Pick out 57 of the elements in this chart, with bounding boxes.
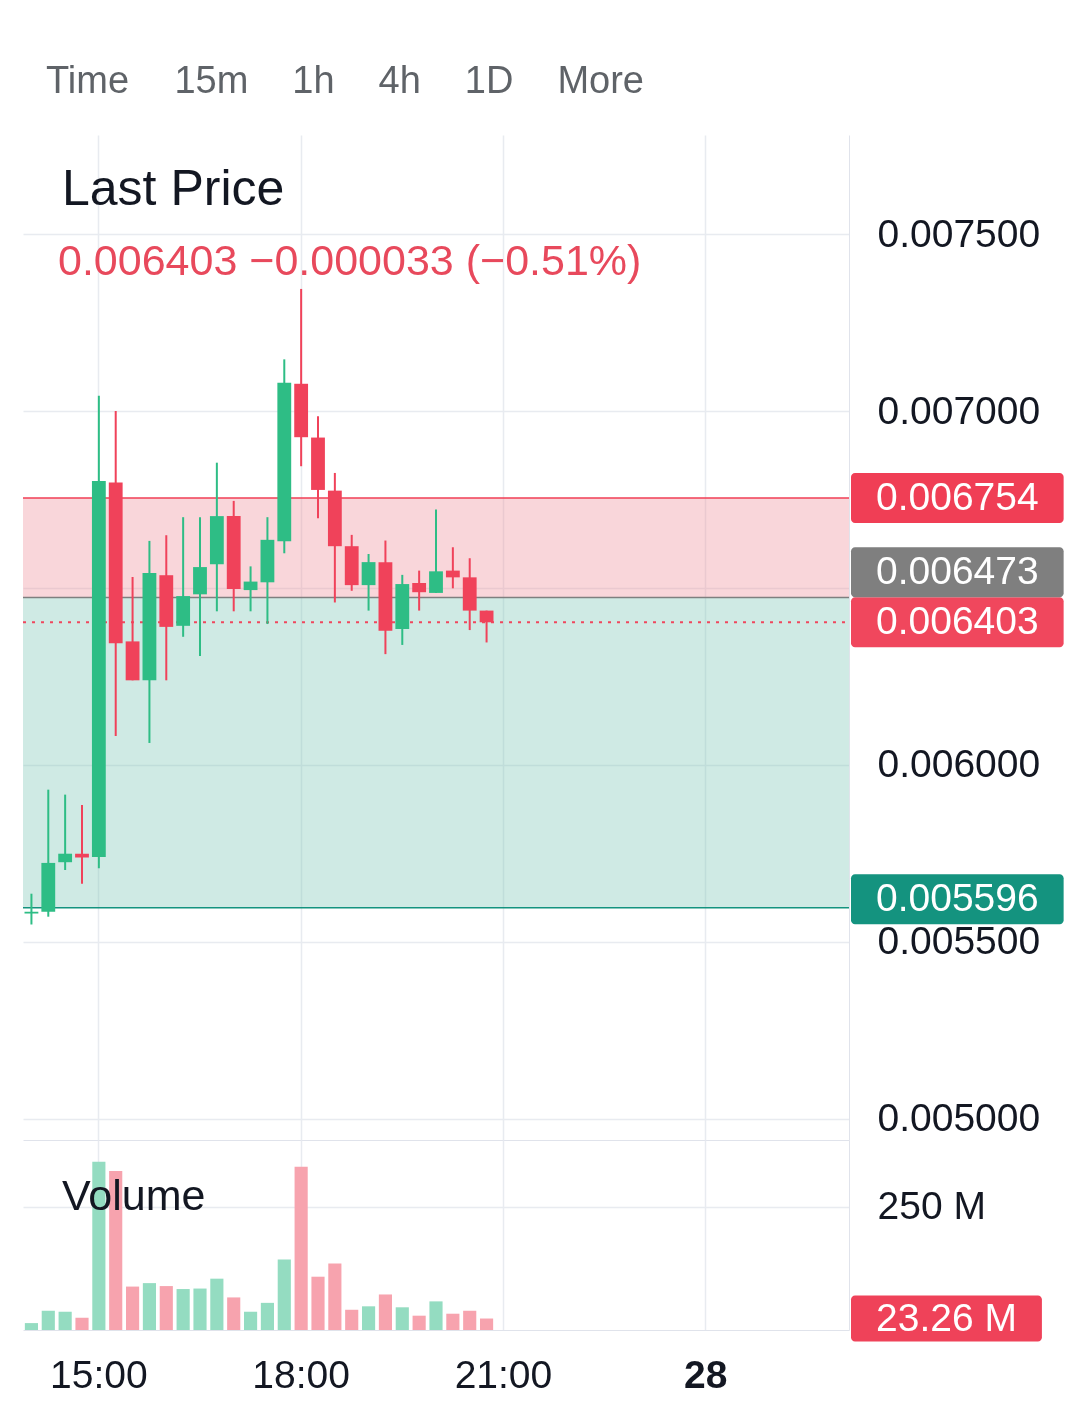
text: 1h — [292, 59, 335, 101]
bar — [378, 1294, 392, 1330]
bar — [429, 1301, 443, 1330]
bar — [395, 1307, 409, 1330]
x-tick-label: 18:00 — [252, 1352, 350, 1396]
candlestick — [58, 793, 73, 871]
text: 23.26 M — [875, 1295, 1017, 1339]
bar — [412, 1315, 426, 1330]
bar — [41, 1310, 55, 1330]
x-tick-label: 28 — [684, 1352, 728, 1396]
candlestick — [24, 892, 39, 926]
candlestick — [429, 508, 443, 594]
bar — [58, 1311, 72, 1330]
bar — [142, 1283, 156, 1330]
text: 15m — [174, 59, 249, 101]
bar — [328, 1263, 342, 1330]
bar — [446, 1313, 460, 1330]
y-tick-label: 0.006000 — [877, 742, 1041, 786]
text: 0.006403 −0.000033 (−0.51%) — [58, 236, 642, 284]
y-tick-label: 0.005500 — [877, 919, 1041, 963]
ref-line-label: 0.006754 — [875, 475, 1039, 519]
bar — [244, 1311, 258, 1330]
bar — [210, 1278, 224, 1330]
bar — [159, 1286, 173, 1330]
ref-line-label: 0.006473 — [875, 549, 1039, 593]
bar — [260, 1302, 274, 1330]
bar — [176, 1289, 190, 1330]
text: More — [557, 59, 644, 101]
text: Last Price — [62, 160, 285, 216]
ref-line-label: 0.005596 — [875, 876, 1039, 920]
text: Time — [46, 59, 130, 101]
y-tick-label: 0.005000 — [877, 1096, 1041, 1140]
bar — [277, 1259, 291, 1330]
ref-line-label: 0.006403 — [875, 599, 1039, 643]
text: 4h — [378, 59, 421, 101]
candlestick — [445, 546, 460, 590]
bar — [227, 1297, 241, 1330]
y-tick-label: 0.007500 — [877, 211, 1041, 255]
bar — [311, 1276, 325, 1330]
candlestick — [75, 803, 89, 885]
bar — [126, 1286, 140, 1330]
x-tick-label: 15:00 — [50, 1352, 148, 1396]
bar — [193, 1288, 207, 1330]
text: 1D — [464, 59, 514, 101]
candlestick — [361, 552, 376, 612]
y-tick-label: 250 M — [877, 1184, 986, 1228]
y-tick-label: 0.007000 — [877, 388, 1041, 432]
bar — [362, 1306, 376, 1330]
bar — [463, 1310, 477, 1330]
bar — [480, 1318, 494, 1330]
text: Volume — [62, 1171, 206, 1219]
bar — [24, 1323, 38, 1330]
bar — [294, 1166, 308, 1330]
bar — [345, 1309, 359, 1330]
x-tick-label: 21:00 — [454, 1352, 553, 1396]
candlestick — [412, 569, 427, 612]
bar — [75, 1317, 89, 1330]
